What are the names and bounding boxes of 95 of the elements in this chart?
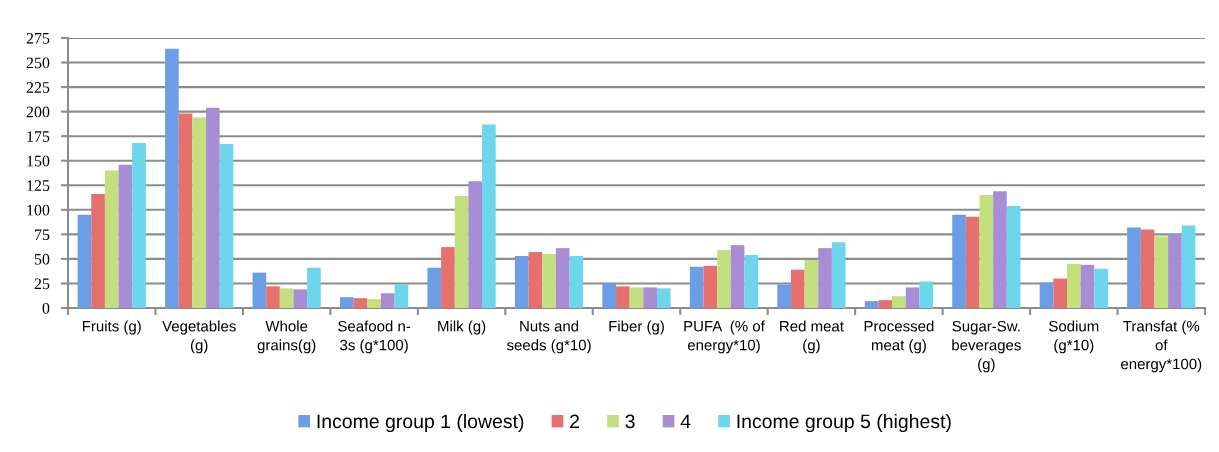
bar [703,265,718,308]
x-tick-label: Fiber (g) [609,320,664,335]
bar [777,284,791,308]
bar [91,194,105,308]
x-tick-label: Fruits (g) [82,320,141,335]
x-tick-label: Vegetables (g) [162,320,236,354]
bar [528,252,543,308]
bar [979,195,994,308]
bar [965,216,980,308]
bar [919,281,933,308]
bar [104,170,119,308]
bar [656,288,671,308]
bar [864,301,879,308]
bar [118,164,133,308]
y-tick-label: 125 [27,180,50,191]
legend-label: Income group 5 (highest) [737,413,951,433]
legend-label: 3 [625,414,635,429]
bar [818,248,832,308]
y-tick-label: 0 [42,302,50,314]
x-tick-label: Whole grains(g) [257,320,316,354]
bar [307,267,321,308]
bar [468,181,483,308]
bar [380,293,395,308]
y-tick-label: 150 [27,155,50,167]
y-tick-label: 225 [26,82,50,93]
bar [482,124,496,308]
bar [1127,227,1141,308]
x-tick-label: Seafood n-3s (g*100) [338,320,411,354]
bar [1066,263,1081,308]
bar [178,113,193,308]
bar [602,283,617,308]
bar [804,259,819,308]
bar [1181,225,1196,308]
bar [266,286,280,308]
bar [1154,236,1169,308]
y-tick-label: 75 [35,229,50,241]
bar [730,245,745,308]
x-tick-label: Nuts and seeds (g*10) [506,320,591,354]
bar [206,107,220,308]
bar [1140,229,1155,308]
y-tick-label: 25 [34,278,50,290]
bar [353,298,368,308]
bar [367,299,381,308]
bar [441,247,455,308]
bar [831,242,846,308]
bar [293,289,308,308]
bar [717,250,731,308]
bar [542,254,556,308]
y-tick-label: 100 [27,204,50,216]
bar [952,214,966,308]
bar [279,288,294,308]
bar [993,191,1007,308]
y-tick-label: 50 [34,253,50,265]
bar [394,284,409,308]
bar [219,144,234,308]
bar [132,143,146,308]
bar [892,296,906,308]
bar [555,248,570,308]
bar [1094,268,1108,308]
legend-label: 4 [680,414,691,429]
bar [192,117,207,308]
bar [1168,234,1182,308]
y-tick-label: 200 [26,106,50,118]
x-tick-label: Processed meat (g) [864,320,934,354]
bar [689,266,704,308]
bar [643,287,657,308]
bar [427,267,442,308]
x-tick-label: Sodium (g*10) [1049,320,1099,354]
y-tick-label: 175 [27,131,50,142]
x-tick-label: Milk (g) [438,320,486,335]
bar [77,214,92,308]
bar [340,297,354,308]
bar [1053,278,1067,308]
bar [165,48,179,308]
bar [1039,282,1054,308]
x-tick-label: Transfat (% of energy*100) [1121,320,1202,373]
bar [1080,264,1095,308]
x-tick-label: Sugar-Sw. beverages (g) [952,320,1021,373]
bar [454,196,469,308]
bar [252,272,267,308]
bar [1006,205,1021,308]
x-tick-label: PUFA (% of energy*10) [684,320,765,354]
legend-label: Income group 1 (lowest) [317,413,524,433]
legend-label: 2 [570,414,579,429]
bar [744,254,759,308]
bar [514,255,529,308]
bar [790,269,805,308]
bar [905,287,920,308]
bar [629,287,644,308]
bar [878,300,893,308]
y-tick-label: 275 [26,32,50,44]
bar [569,255,584,308]
x-tick-label: Red meat (g) [780,320,844,354]
y-tick-label: 250 [26,57,50,69]
bar [616,286,630,308]
